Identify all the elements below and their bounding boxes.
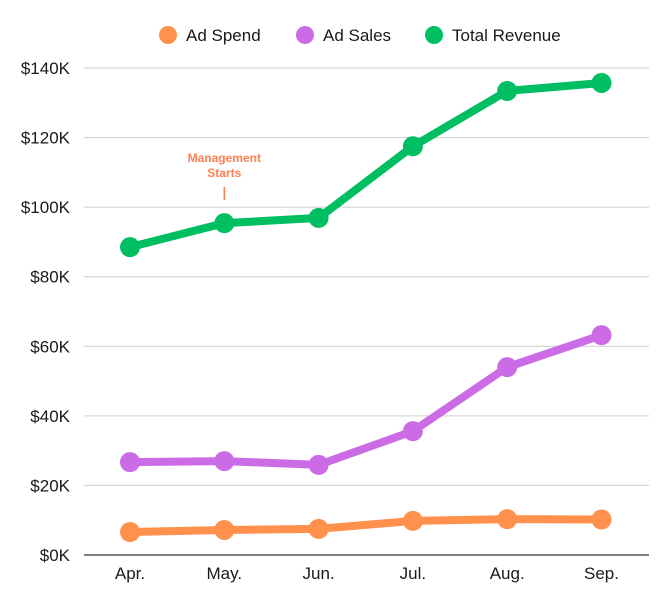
data-point-ad-sales[interactable] <box>497 357 518 378</box>
y-tick-label: $100K <box>21 198 71 217</box>
data-point-total-revenue[interactable] <box>402 136 423 157</box>
y-tick-label: $20K <box>30 476 70 495</box>
y-tick-label: $120K <box>21 129 71 148</box>
data-point-total-revenue[interactable] <box>591 72 612 93</box>
data-point-total-revenue[interactable] <box>497 80 518 101</box>
annotation-label: Starts <box>207 166 241 180</box>
data-point-ad-spend[interactable] <box>308 518 329 539</box>
legend-item-ad-sales[interactable]: Ad Sales <box>296 26 391 45</box>
series-line-ad-sales <box>126 331 606 469</box>
legend-label: Total Revenue <box>452 26 561 45</box>
x-axis: Apr. May. Jun. Jul. Aug. Sep. <box>115 564 619 583</box>
y-tick-label: $60K <box>30 337 70 356</box>
data-point-ad-sales[interactable] <box>402 421 423 442</box>
x-tick-label: Jun. <box>303 564 335 583</box>
y-tick-label: $40K <box>30 407 70 426</box>
data-point-ad-spend[interactable] <box>497 509 518 530</box>
x-tick-label: May. <box>207 564 243 583</box>
data-point-ad-spend[interactable] <box>591 509 612 530</box>
legend-item-ad-spend[interactable]: Ad Spend <box>159 26 261 45</box>
series-ad-spend <box>120 509 612 543</box>
legend-marker-icon <box>159 26 177 44</box>
legend-label: Ad Sales <box>323 26 391 45</box>
series-ad-sales <box>120 325 612 475</box>
legend: Ad Spend Ad Sales Total Revenue <box>159 26 561 45</box>
y-axis: $0K $20K $40K $60K $80K $100K $120K $140K <box>21 59 71 565</box>
gridlines <box>84 67 649 556</box>
data-point-ad-sales[interactable] <box>120 452 140 473</box>
series-group <box>120 72 612 543</box>
x-tick-label: Aug. <box>490 564 525 583</box>
x-tick-label: Sep. <box>584 564 619 583</box>
y-tick-label: $80K <box>30 268 70 287</box>
annotation-label: Management <box>188 151 261 165</box>
data-point-ad-spend[interactable] <box>120 522 140 543</box>
data-point-ad-sales[interactable] <box>214 451 235 472</box>
series-line-total-revenue <box>126 78 606 252</box>
x-tick-label: Jul. <box>400 564 426 583</box>
legend-marker-icon <box>296 26 314 44</box>
x-tick-label: Apr. <box>115 564 145 583</box>
data-point-ad-sales[interactable] <box>308 454 329 475</box>
data-point-ad-spend[interactable] <box>214 519 235 540</box>
data-point-ad-sales[interactable] <box>591 325 612 346</box>
series-line-ad-spend <box>126 515 606 537</box>
series-total-revenue <box>120 72 612 258</box>
legend-marker-icon <box>425 26 443 44</box>
y-tick-label: $0K <box>40 546 71 565</box>
data-point-total-revenue[interactable] <box>120 237 140 258</box>
data-point-total-revenue[interactable] <box>308 207 329 228</box>
y-tick-label: $140K <box>21 59 71 78</box>
legend-item-total-revenue[interactable]: Total Revenue <box>425 26 561 45</box>
legend-label: Ad Spend <box>186 26 261 45</box>
data-point-total-revenue[interactable] <box>214 213 235 234</box>
data-point-ad-spend[interactable] <box>402 510 423 531</box>
